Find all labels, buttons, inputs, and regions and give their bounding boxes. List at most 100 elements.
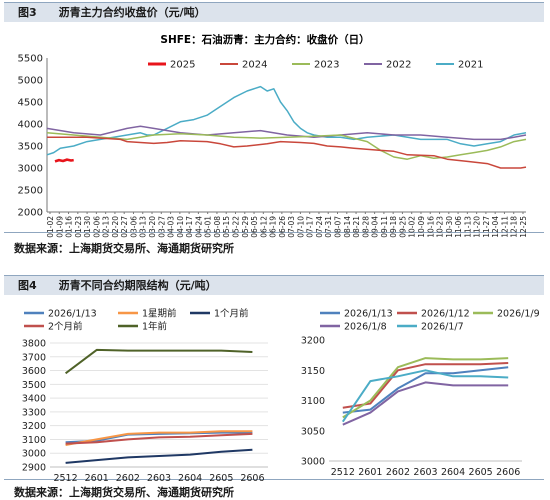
chart1-x-tick-label: 10-09 bbox=[417, 216, 426, 238]
chart1-y-tick-label: 3500 bbox=[18, 142, 43, 153]
chart2-y-tick-label: 3600 bbox=[22, 366, 46, 377]
chart3-x-tick-label: 2603 bbox=[413, 467, 437, 478]
chart2-y-tick-label: 3500 bbox=[22, 380, 46, 391]
figure3-number: 图3 bbox=[18, 6, 37, 19]
chart1-x-tick-label: 06-05 bbox=[250, 216, 259, 238]
chart2-y-tick-label: 2900 bbox=[22, 463, 46, 474]
chart1-legend-label: 2021 bbox=[458, 60, 483, 71]
chart1-x-tick-label: 11-06 bbox=[454, 216, 463, 238]
chart1-legend-label: 2022 bbox=[386, 60, 411, 71]
figure3-bottom-rule bbox=[4, 232, 544, 233]
chart1-x-tick-label: 07-03 bbox=[287, 216, 296, 238]
chart1-x-tick-label: 06-26 bbox=[278, 216, 287, 238]
chart3-series-line bbox=[342, 357, 509, 419]
figure3-header: 图3 沥青主力合约收盘价（元/吨） bbox=[4, 2, 544, 22]
chart1-x-tick-label: 03-13 bbox=[139, 216, 148, 238]
chart3-legend-label: 2026/1/7 bbox=[421, 322, 464, 333]
chart1-series-line-2024 bbox=[47, 136, 527, 169]
chart1-x-tick-label: 12-11 bbox=[500, 216, 509, 238]
chart1-x-tick-label: 10-02 bbox=[408, 216, 417, 238]
chart1-x-tick-label: 04-10 bbox=[176, 216, 185, 238]
chart3-series-line bbox=[342, 381, 509, 426]
chart1-x-tick-label: 06-19 bbox=[269, 216, 278, 238]
chart1-x-tick-label: 02-27 bbox=[120, 216, 129, 238]
chart1-x-tick-label: 10-30 bbox=[445, 216, 454, 238]
figure4-number: 图4 bbox=[18, 279, 37, 292]
chart1-x-tick-label: 05-22 bbox=[231, 216, 240, 238]
chart1-x-tick-label: 01-30 bbox=[83, 216, 92, 238]
chart2-x-tick-label: 2512 bbox=[53, 473, 77, 484]
chart2-series-line bbox=[65, 432, 253, 445]
chart1-y-tick-label: 2000 bbox=[18, 208, 43, 219]
chart2-series-line bbox=[65, 448, 253, 464]
chart1-series-line-2021 bbox=[46, 85, 527, 156]
chart2-series-line bbox=[64, 348, 253, 375]
chart1-x-tick-label: 07-10 bbox=[296, 216, 305, 238]
chart2-legend-label: 1星期前 bbox=[142, 308, 177, 320]
chart2-y-tick-label: 3300 bbox=[22, 407, 46, 418]
chart2-series-line bbox=[65, 430, 253, 446]
chart1-x-tick-label: 12-04 bbox=[491, 216, 500, 238]
chart1-y-tick-label: 2500 bbox=[18, 186, 43, 197]
chart3-x-tick-label: 2605 bbox=[469, 467, 493, 478]
chart1-x-tick-label: 09-25 bbox=[398, 216, 407, 238]
chart1-legend-label: 2025 bbox=[170, 60, 195, 71]
chart3-y-tick-label: 3200 bbox=[301, 336, 325, 347]
chart1-x-tick-label: 03-27 bbox=[157, 216, 166, 238]
chart3-series-line bbox=[342, 366, 509, 414]
chart2-y-tick-label: 3800 bbox=[22, 339, 46, 350]
chart1-x-tick-label: 04-17 bbox=[185, 216, 194, 238]
chart2-x-tick-label: 2601 bbox=[85, 473, 109, 484]
chart2-x-tick-label: 2603 bbox=[147, 473, 171, 484]
chart1-x-tick-label: 09-18 bbox=[389, 216, 398, 238]
chart3-series-line bbox=[342, 362, 509, 409]
chart1-x-tick-label: 11-27 bbox=[482, 216, 491, 238]
chart3-legend-label: 2026/1/9 bbox=[497, 309, 540, 320]
chart3-x-tick-label: 2602 bbox=[386, 467, 410, 478]
chart2-x-tick-label: 2602 bbox=[116, 473, 140, 484]
chart3-legend-label: 2026/1/8 bbox=[344, 322, 387, 333]
chart2-y-tick-label: 3400 bbox=[22, 394, 46, 405]
chart3-y-tick-label: 3000 bbox=[301, 457, 325, 468]
chart3-series-line bbox=[341, 369, 509, 423]
chart3-x-tick-label: 2606 bbox=[496, 467, 520, 478]
chart1-x-tick-label: 09-04 bbox=[371, 216, 380, 238]
chart2-x-tick-label: 2604 bbox=[178, 473, 202, 484]
chart1-x-tick-label: 08-07 bbox=[334, 216, 343, 238]
chart3-y-tick-label: 3050 bbox=[301, 426, 325, 437]
chart1-x-tick-label: 05-01 bbox=[204, 216, 213, 238]
chart1-x-tick-label: 11-20 bbox=[473, 216, 482, 238]
chart1-x-tick-label: 08-21 bbox=[352, 216, 361, 238]
figure4-bottom-rule bbox=[4, 479, 544, 480]
chart1-x-tick-label: 01-16 bbox=[65, 216, 74, 238]
chart1-x-tick-label: 03-20 bbox=[148, 216, 157, 238]
chart1-legend-label: 2023 bbox=[314, 60, 339, 71]
chart1-x-tick-label: 08-14 bbox=[343, 216, 352, 238]
chart2-legend-label: 2个月前 bbox=[48, 321, 83, 333]
chart1-y-tick-label: 4500 bbox=[18, 98, 43, 109]
chart3-x-tick-label: 2601 bbox=[358, 467, 382, 478]
chart1-series-line-2023 bbox=[46, 132, 527, 160]
chart1-x-tick-label: 01-02 bbox=[46, 216, 55, 238]
chart2-y-tick-label: 3100 bbox=[22, 435, 46, 446]
chart3-legend-label: 2026/1/13 bbox=[344, 309, 393, 320]
chart3-x-tick-label: 2512 bbox=[331, 467, 355, 478]
chart2-y-tick-label: 3200 bbox=[22, 421, 46, 432]
chart1-x-tick-label: 12-25 bbox=[519, 216, 528, 238]
chart2-legend-label: 1年前 bbox=[142, 321, 167, 333]
chart1-x-tick-label: 12-18 bbox=[510, 216, 519, 238]
chart1-x-tick-label: 05-29 bbox=[241, 216, 250, 238]
chart1-y-tick-label: 3000 bbox=[18, 164, 43, 175]
chart1-legend-label: 2024 bbox=[242, 60, 267, 71]
chart2-y-tick-label: 3000 bbox=[22, 449, 46, 460]
chart3-x-tick-label: 2604 bbox=[441, 467, 465, 478]
figure4-header: 图4 沥青不同合约期限结构（元/吨） bbox=[4, 275, 544, 295]
chart2-x-tick-label: 2606 bbox=[240, 473, 264, 484]
chart1-x-tick-label: 08-28 bbox=[361, 216, 370, 238]
figure4-title: 沥青不同合约期限结构（元/吨） bbox=[58, 279, 217, 292]
chart1-y-tick-label: 5000 bbox=[18, 76, 43, 87]
chart1-x-tick-label: 03-06 bbox=[129, 216, 138, 238]
chart2-x-tick-label: 2605 bbox=[209, 473, 233, 484]
chart1-x-tick-label: 09-11 bbox=[380, 216, 389, 238]
